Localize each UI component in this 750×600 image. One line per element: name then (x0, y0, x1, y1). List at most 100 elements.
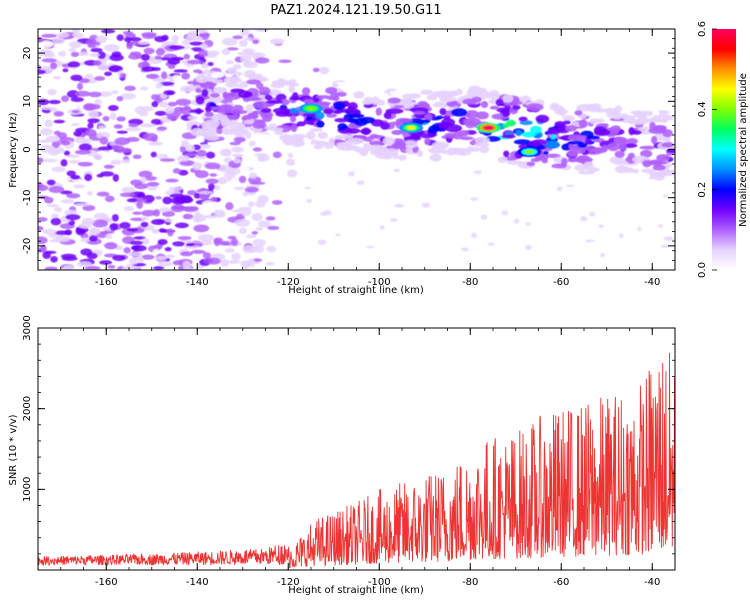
heatmap-cell (250, 133, 266, 140)
heatmap-cell (614, 150, 625, 158)
heatmap-cell (74, 203, 91, 207)
heatmap-cell (424, 137, 431, 146)
heatmap-cell (329, 186, 335, 190)
heatmap-cell (128, 251, 143, 257)
heatmap-cell (242, 190, 249, 197)
heatmap-cell (279, 133, 291, 142)
heatmap-cell (598, 224, 605, 228)
heatmap-cell (65, 214, 81, 221)
heatmap-cell (74, 136, 87, 144)
heatmap-cell (102, 115, 110, 122)
heatmap-cell (346, 145, 359, 151)
heatmap-cell (243, 37, 253, 41)
heatmap-cell (174, 196, 187, 204)
heatmap-cell (98, 91, 113, 97)
heatmap-cell (253, 73, 263, 78)
heatmap-cell (363, 96, 374, 102)
heatmap-cell (267, 225, 280, 230)
heatmap-cell (96, 173, 104, 178)
heatmap-cell (220, 259, 229, 268)
heatmap-cell (353, 91, 365, 99)
heatmap-cell (88, 110, 99, 119)
y-tick-label: 10 (22, 95, 33, 108)
heatmap-cell (255, 57, 270, 64)
heatmap-cell (602, 123, 609, 128)
heatmap-cell (131, 245, 141, 251)
heatmap-cell (263, 125, 278, 130)
heatmap-cell (141, 254, 155, 260)
heatmap-cell (116, 116, 126, 122)
heatmap-cell (518, 116, 528, 122)
heatmap-cell (128, 260, 138, 265)
heatmap-cell (526, 103, 544, 112)
heatmap-cell (210, 92, 220, 98)
heatmap-cell (513, 218, 520, 224)
heatmap-cell (152, 248, 160, 254)
colorbar-label: Normalized spectral amplitude (738, 73, 749, 227)
heatmap-cell (193, 192, 201, 199)
heatmap-cell (137, 257, 145, 263)
figure-title: PAZ1.2024.121.19.50.G11 (270, 3, 441, 18)
heatmap-cell (150, 151, 158, 158)
y-tick-label: 3000 (22, 315, 33, 340)
heatmap-cell (119, 222, 131, 229)
heatmap-cell (369, 140, 387, 146)
heatmap-cell (129, 240, 144, 245)
heatmap-cell (607, 142, 620, 152)
heatmap-cell (104, 71, 113, 77)
heatmap-cell (223, 76, 242, 84)
heatmap-cell (62, 68, 69, 73)
heatmap-cell (138, 170, 153, 178)
heatmap-cell (68, 47, 76, 53)
heatmap-cell (628, 120, 646, 125)
heatmap-cell (561, 157, 568, 166)
heatmap-cell (121, 159, 131, 164)
heatmap-cell (566, 184, 575, 187)
heatmap-cell (167, 57, 181, 65)
x-tick-label: -140 (186, 277, 209, 288)
heatmap-cell (199, 190, 214, 195)
heatmap-cell (193, 224, 210, 233)
heatmap-cell (105, 233, 113, 240)
heatmap-cell (249, 181, 266, 185)
heatmap-cell (230, 178, 239, 186)
heatmap-cell (232, 35, 244, 40)
heatmap-cell (365, 245, 375, 249)
heatmap-cell (140, 123, 156, 128)
heatmap-cell (228, 121, 246, 130)
heatmap-cell (128, 257, 139, 262)
heatmap-cell (240, 29, 250, 37)
heatmap-cell (475, 111, 489, 120)
heatmap-cell (316, 120, 325, 128)
heatmap-cell (550, 134, 557, 140)
heatmap-cell (143, 47, 155, 55)
heatmap-cell (480, 101, 489, 109)
heatmap-cell (422, 119, 431, 123)
heatmap-cell (96, 131, 111, 140)
heatmap-cell (294, 72, 311, 77)
heatmap-cell (51, 140, 61, 148)
heatmap-cell (359, 148, 369, 157)
heatmap-cell (48, 99, 61, 105)
heatmap-cell (96, 191, 110, 197)
heatmap-cell (167, 101, 178, 107)
heatmap-cell (470, 232, 478, 238)
heatmap-cell (220, 118, 231, 128)
heatmap-cell (64, 229, 73, 236)
heatmap-cell (420, 89, 434, 95)
heatmap-cell (474, 170, 482, 175)
heatmap-cell (427, 147, 446, 154)
heatmap-cell (531, 139, 548, 146)
heatmap-cell (249, 172, 258, 179)
colorbar-gradient (712, 29, 736, 270)
heatmap-cell (114, 137, 131, 146)
heatmap-hotspot (483, 125, 494, 130)
heatmap-cell (159, 101, 169, 108)
heatmap-cell (663, 135, 671, 143)
heatmap-cell (185, 243, 195, 247)
heatmap-cell (204, 162, 221, 170)
snr-ylabel: SNR (10 * v/v) (8, 414, 19, 485)
heatmap-cell (111, 51, 122, 58)
heatmap-cell (200, 43, 208, 50)
